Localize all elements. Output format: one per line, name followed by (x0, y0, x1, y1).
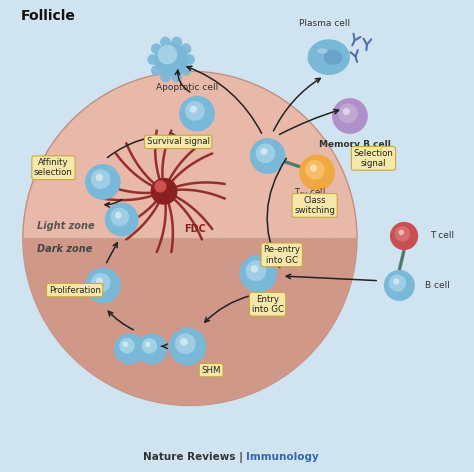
Text: Class
switching: Class switching (294, 196, 335, 215)
Text: Apoptotic cell: Apoptotic cell (156, 83, 219, 92)
Circle shape (343, 108, 350, 115)
Text: Affinity
selection: Affinity selection (34, 158, 73, 177)
Circle shape (384, 270, 415, 301)
Circle shape (154, 42, 188, 76)
Circle shape (184, 54, 195, 65)
Circle shape (179, 96, 215, 132)
Text: Re-entry
into GC: Re-entry into GC (263, 245, 300, 264)
Text: Nature Reviews |: Nature Reviews | (143, 452, 246, 463)
Circle shape (250, 138, 285, 174)
Circle shape (96, 278, 103, 285)
Text: Immunology: Immunology (246, 452, 319, 462)
Text: Dark zone: Dark zone (37, 244, 92, 253)
Circle shape (136, 333, 167, 364)
Circle shape (160, 37, 171, 48)
Circle shape (389, 275, 406, 292)
Circle shape (246, 261, 266, 281)
Circle shape (299, 155, 335, 190)
Text: Survival signal: Survival signal (146, 137, 210, 146)
Text: Memory B cell: Memory B cell (319, 140, 391, 149)
Text: Light zone: Light zone (37, 221, 95, 231)
Ellipse shape (323, 50, 343, 65)
Text: Selection
signal: Selection signal (354, 149, 393, 168)
Circle shape (115, 212, 122, 219)
Circle shape (151, 43, 162, 54)
Text: Follicle: Follicle (20, 8, 75, 23)
Text: T cell: T cell (430, 231, 454, 241)
Circle shape (393, 278, 400, 285)
Circle shape (91, 169, 110, 189)
Circle shape (145, 342, 151, 347)
Circle shape (260, 148, 268, 155)
Circle shape (23, 71, 357, 405)
Text: B cell: B cell (425, 281, 450, 290)
Circle shape (175, 333, 196, 354)
Circle shape (123, 342, 128, 347)
Circle shape (185, 101, 205, 121)
Circle shape (255, 143, 275, 163)
Circle shape (172, 37, 182, 48)
Circle shape (180, 338, 188, 346)
Circle shape (142, 338, 157, 354)
Circle shape (181, 65, 191, 76)
Circle shape (338, 103, 358, 123)
Circle shape (114, 333, 145, 364)
Text: SHM: SHM (201, 366, 221, 375)
Ellipse shape (317, 48, 328, 54)
Circle shape (147, 54, 158, 65)
Wedge shape (23, 238, 357, 405)
Circle shape (190, 106, 197, 113)
Ellipse shape (308, 39, 350, 75)
Circle shape (105, 202, 138, 236)
Circle shape (158, 45, 177, 64)
Circle shape (390, 222, 418, 250)
Circle shape (85, 164, 121, 200)
Circle shape (151, 65, 162, 76)
Circle shape (310, 164, 317, 172)
Circle shape (119, 338, 135, 354)
Circle shape (399, 230, 404, 236)
Circle shape (305, 160, 325, 180)
Circle shape (239, 255, 277, 293)
Circle shape (160, 72, 171, 82)
Circle shape (91, 273, 110, 293)
Circle shape (154, 180, 166, 193)
Text: $\mathregular{T_{FH}}$ cell: $\mathregular{T_{FH}}$ cell (294, 186, 326, 199)
Circle shape (169, 328, 206, 365)
Text: Proliferation: Proliferation (49, 286, 100, 295)
Circle shape (251, 265, 258, 273)
Text: Plasma cell: Plasma cell (299, 18, 350, 28)
Circle shape (96, 174, 103, 181)
Circle shape (151, 178, 178, 205)
Circle shape (181, 43, 191, 54)
Text: FDC: FDC (184, 224, 206, 234)
Circle shape (110, 208, 129, 226)
Text: Entry
into GC: Entry into GC (252, 295, 283, 314)
Circle shape (395, 226, 410, 242)
Circle shape (172, 72, 182, 82)
Circle shape (332, 98, 368, 134)
Circle shape (85, 268, 121, 303)
